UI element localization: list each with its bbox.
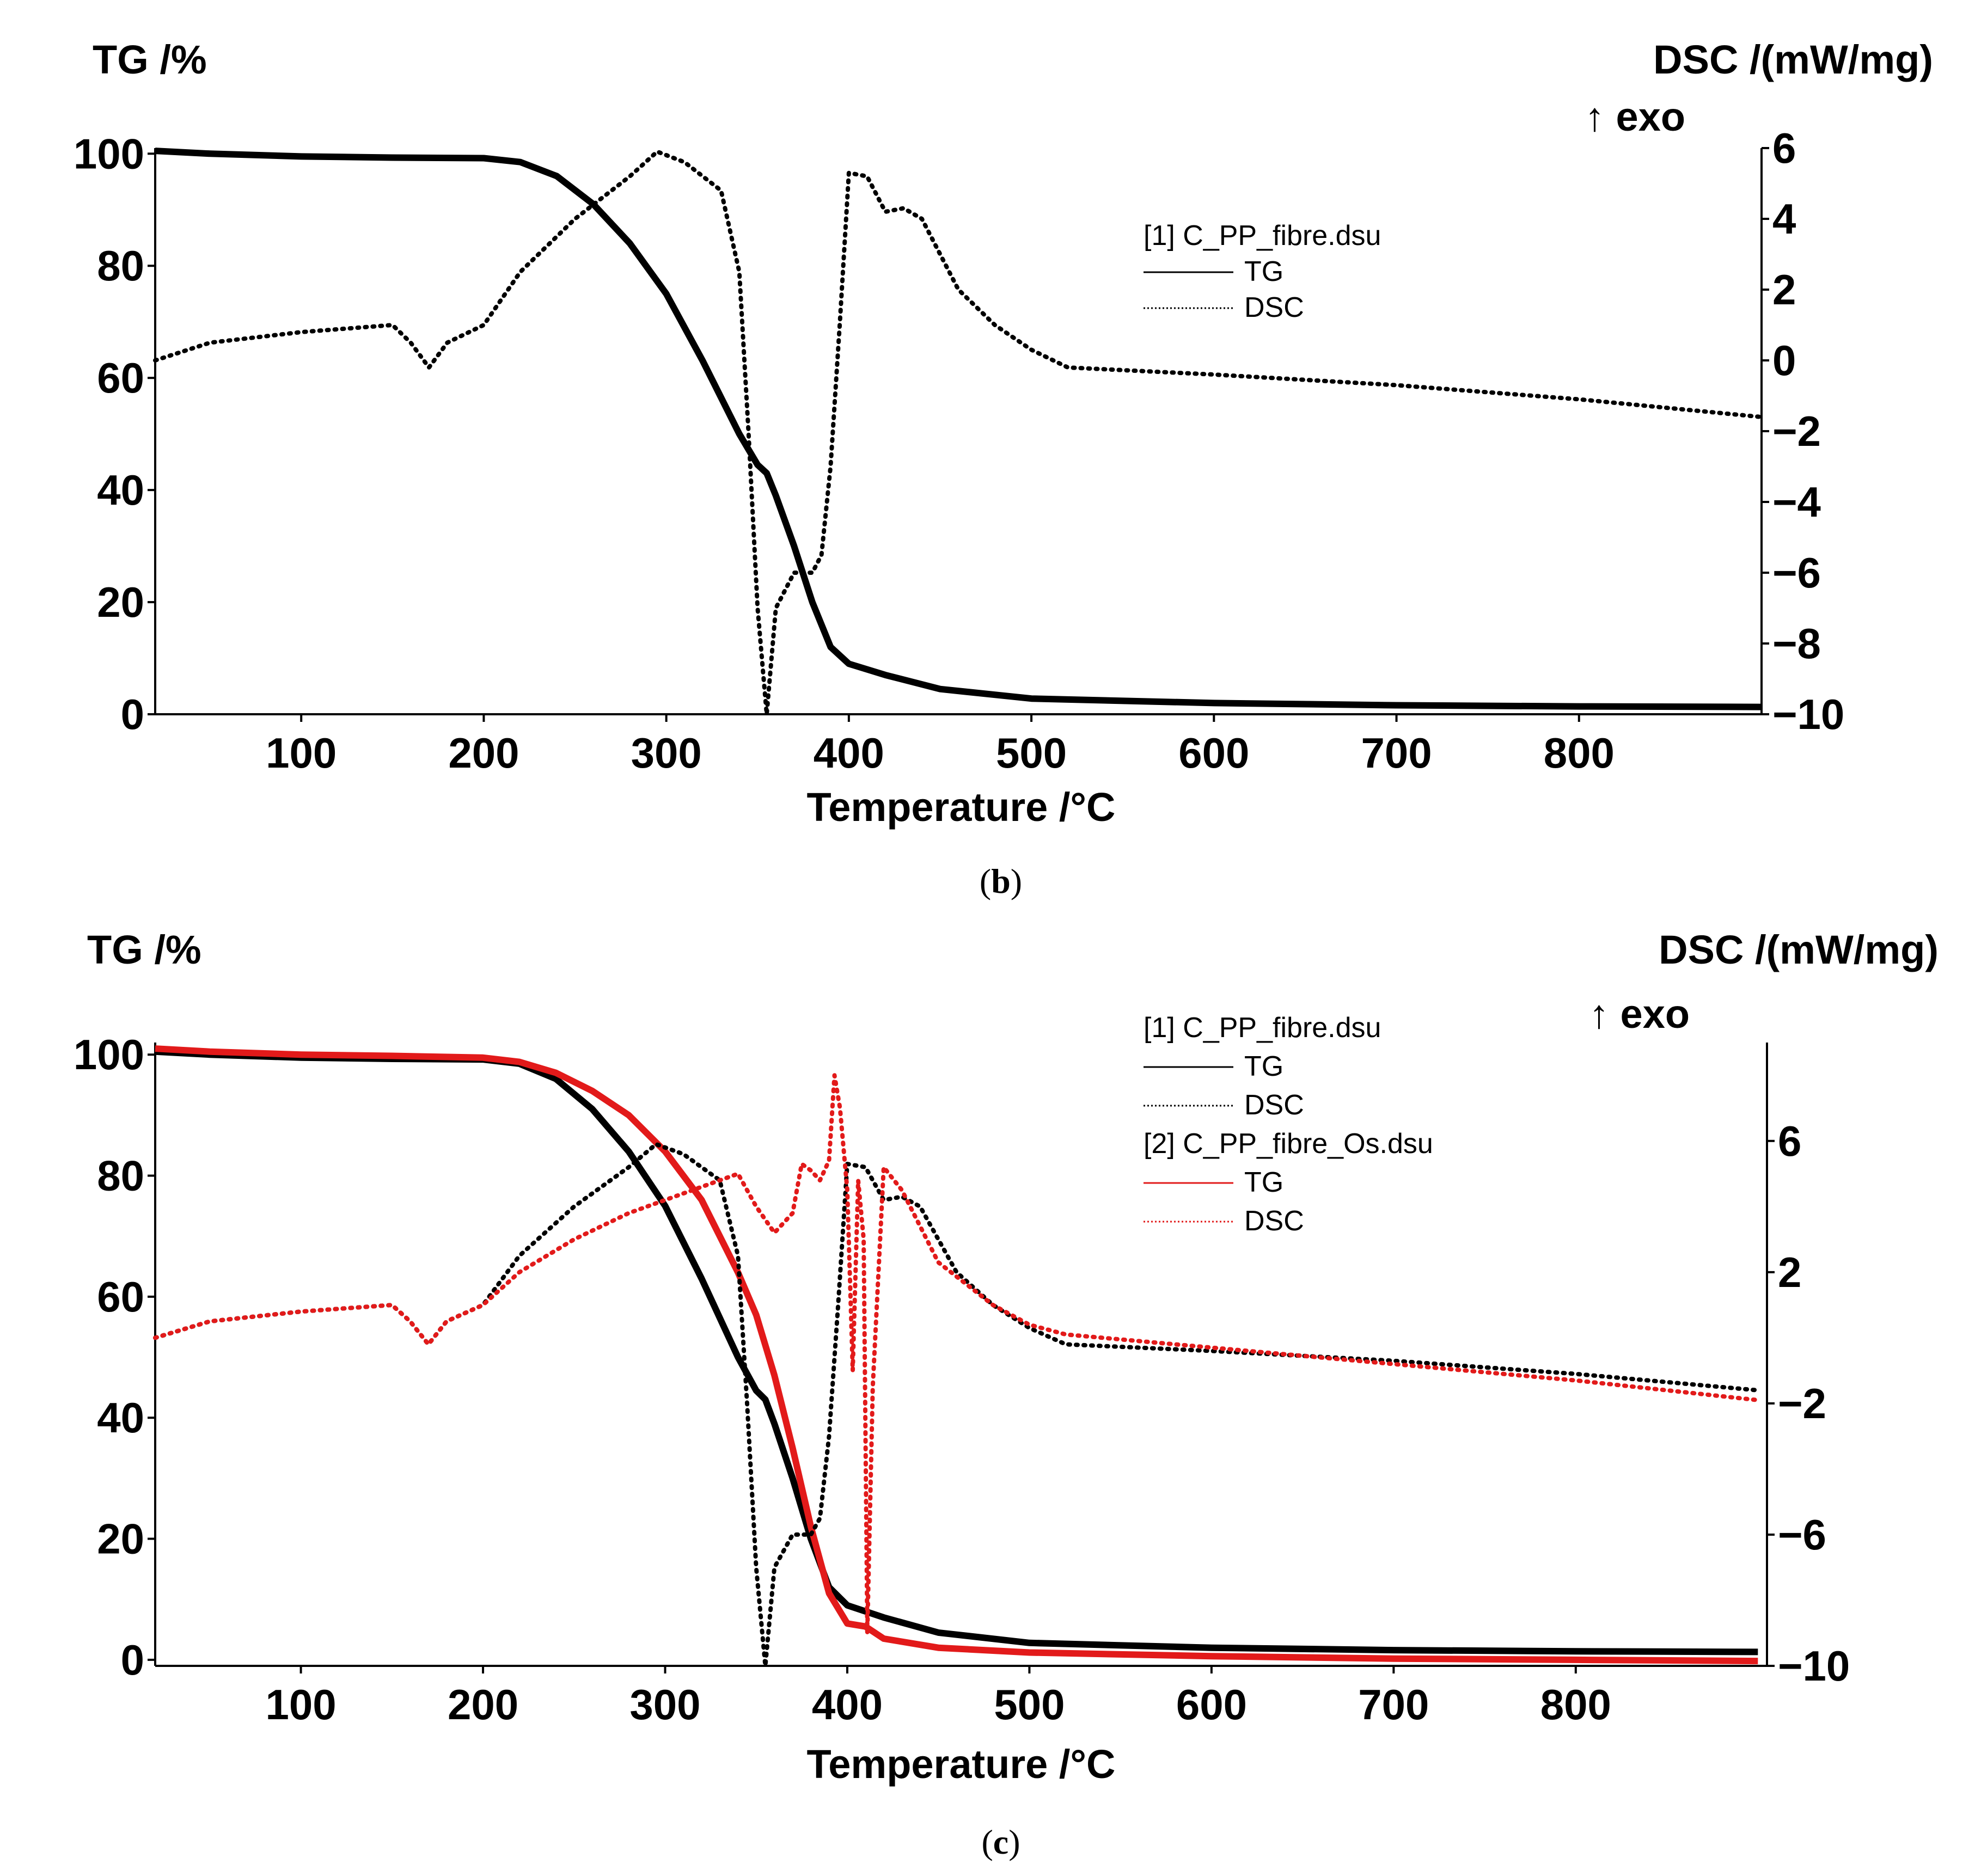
legend-entry-label: TG [1244, 256, 1283, 287]
left-axis-title: TG /% [93, 37, 207, 82]
panel-b-chart: TG /% DSC /(mW/mg) ↑ exo 100 200 300 400 500… [74, 37, 1933, 900]
right-y-tick-label: 6 [1778, 1117, 1801, 1165]
right-y-tick-label: 4 [1772, 195, 1796, 243]
right-y-tick-label: −6 [1778, 1511, 1826, 1559]
left-y-tick-label: 20 [97, 578, 144, 626]
svg-text:(b): (b) [980, 862, 1022, 900]
right-y-tick-label: −4 [1772, 478, 1821, 526]
x-tick-label: 600 [1178, 729, 1249, 777]
right-y-tick-label: −10 [1772, 690, 1844, 738]
tg-curve-red [155, 1045, 1758, 1665]
right-y-tick-label: 2 [1778, 1248, 1801, 1296]
right-y-tick-label: −2 [1772, 407, 1821, 455]
left-y-tick-label: 0 [121, 690, 144, 738]
left-y-tick-label: 80 [97, 1152, 144, 1200]
right-axis-title: DSC /(mW/mg) [1659, 927, 1939, 972]
right-y-tick-label: 0 [1772, 336, 1796, 384]
left-y-tick-label: 40 [97, 466, 144, 514]
left-y-tick-label: 20 [97, 1515, 144, 1563]
right-y-tick-label: −8 [1772, 620, 1821, 667]
left-y-tick-label: 0 [121, 1636, 144, 1684]
x-tick-label: 200 [448, 1681, 518, 1728]
x-tick-label: 400 [814, 729, 884, 777]
panel-label: b [991, 862, 1011, 900]
legend-entry-label: DSC [1244, 1089, 1304, 1121]
tg-curve-black [155, 148, 1762, 710]
x-tick-label: 700 [1358, 1681, 1429, 1728]
legend: [1] C_PP_fibre.dsu TG DSC [1144, 220, 1381, 323]
left-y-tick-label: 100 [74, 1031, 144, 1078]
legend-file-label: [1] C_PP_fibre.dsu [1144, 220, 1381, 252]
legend-entry-label: DSC [1244, 1205, 1304, 1237]
exo-indicator: ↑ exo [1589, 991, 1690, 1037]
left-y-tick-label: 60 [97, 1273, 144, 1321]
legend-entry-label: TG [1244, 1051, 1283, 1082]
x-tick-label: 700 [1361, 729, 1432, 777]
right-y-tick-label: −10 [1778, 1642, 1850, 1690]
x-tick-label: 200 [448, 729, 519, 777]
left-y-tick-label: 100 [74, 130, 144, 177]
right-y-tick-label: −2 [1778, 1380, 1826, 1427]
x-tick-label: 300 [631, 729, 702, 777]
left-y-tick-label: 80 [97, 242, 144, 290]
left-y-tick-label: 60 [97, 354, 144, 402]
exo-indicator: ↑ exo [1585, 94, 1685, 139]
right-y-tick-label: 6 [1772, 124, 1796, 172]
right-y-tick-label: −6 [1772, 549, 1821, 597]
left-axis-title: TG /% [87, 927, 201, 972]
x-tick-label: 500 [996, 729, 1067, 777]
x-tick-label: 400 [812, 1681, 883, 1728]
x-tick-label: 600 [1176, 1681, 1247, 1728]
right-axis-title: DSC /(mW/mg) [1653, 37, 1933, 82]
dsc-curve-red [153, 1073, 1760, 1635]
panel-c-chart: TG /% DSC /(mW/mg) ↑ exo 100 200 300 400 500… [74, 927, 1939, 1861]
x-axis-title: Temperature /°C [807, 784, 1116, 830]
svg-text:(c): (c) [981, 1823, 1020, 1861]
panel-caption: (b) [980, 862, 1022, 900]
x-tick-label: 300 [629, 1681, 700, 1728]
left-y-tick-label: 40 [97, 1394, 144, 1442]
dsc-curve-black [153, 149, 1764, 716]
legend-file-label: [2] C_PP_fibre_Os.dsu [1144, 1128, 1433, 1160]
legend-file-label: [1] C_PP_fibre.dsu [1144, 1012, 1381, 1044]
legend: [1] C_PP_fibre.dsu TG DSC [2] C_PP_fibre_Os… [1144, 1012, 1433, 1237]
x-tick-label: 100 [266, 1681, 337, 1728]
x-tick-label: 100 [266, 729, 337, 777]
x-tick-label: 800 [1540, 1681, 1611, 1728]
right-y-tick-label: 2 [1772, 266, 1796, 314]
panel-label: c [993, 1823, 1008, 1861]
legend-entry-label: DSC [1244, 292, 1304, 323]
x-axis-title: Temperature /°C [807, 1742, 1116, 1787]
x-tick-label: 500 [994, 1681, 1065, 1728]
panel-caption: (c) [981, 1823, 1020, 1861]
legend-entry-label: TG [1244, 1167, 1283, 1198]
x-tick-label: 800 [1544, 729, 1615, 777]
